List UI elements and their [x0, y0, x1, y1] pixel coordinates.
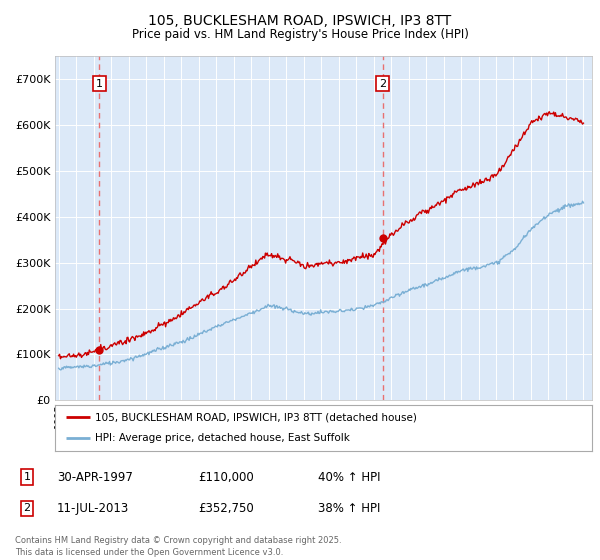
Text: 11-JUL-2013: 11-JUL-2013 [57, 502, 129, 515]
Text: HPI: Average price, detached house, East Suffolk: HPI: Average price, detached house, East… [95, 433, 350, 444]
Text: 105, BUCKLESHAM ROAD, IPSWICH, IP3 8TT: 105, BUCKLESHAM ROAD, IPSWICH, IP3 8TT [148, 14, 452, 28]
Text: Price paid vs. HM Land Registry's House Price Index (HPI): Price paid vs. HM Land Registry's House … [131, 28, 469, 41]
Text: 105, BUCKLESHAM ROAD, IPSWICH, IP3 8TT (detached house): 105, BUCKLESHAM ROAD, IPSWICH, IP3 8TT (… [95, 412, 418, 422]
Text: 1: 1 [96, 78, 103, 88]
Text: Contains HM Land Registry data © Crown copyright and database right 2025.: Contains HM Land Registry data © Crown c… [15, 536, 341, 545]
Text: This data is licensed under the Open Government Licence v3.0.: This data is licensed under the Open Gov… [15, 548, 283, 557]
Text: £110,000: £110,000 [198, 470, 254, 484]
Text: 2: 2 [23, 503, 31, 514]
Text: £352,750: £352,750 [198, 502, 254, 515]
Text: 2: 2 [379, 78, 386, 88]
Text: 30-APR-1997: 30-APR-1997 [57, 470, 133, 484]
Text: 38% ↑ HPI: 38% ↑ HPI [318, 502, 380, 515]
Text: 1: 1 [23, 472, 31, 482]
Text: 40% ↑ HPI: 40% ↑ HPI [318, 470, 380, 484]
